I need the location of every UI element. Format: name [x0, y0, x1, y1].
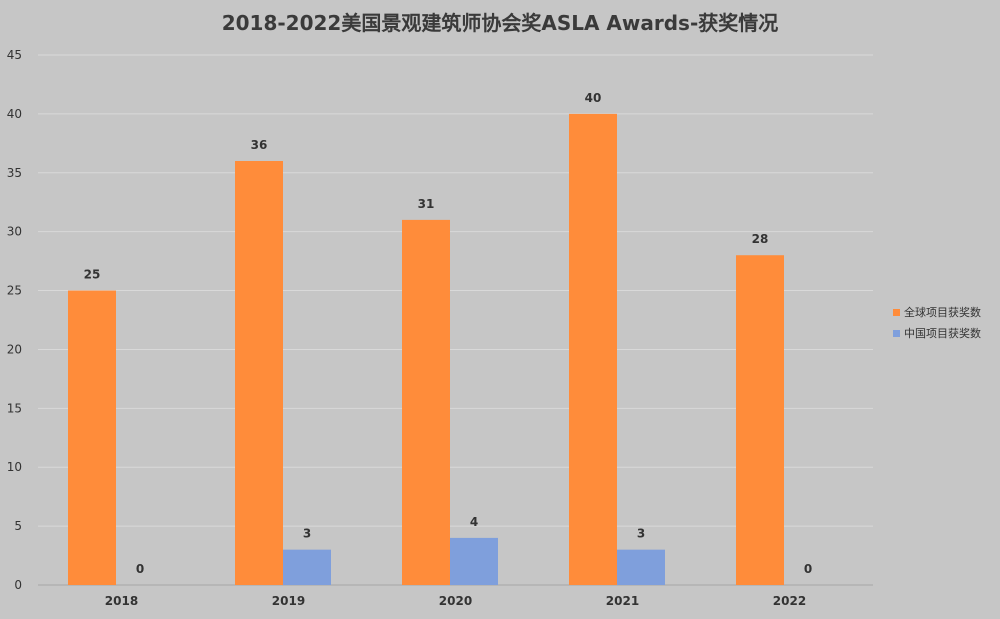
y-tick-label: 0 — [14, 578, 22, 592]
y-tick-label: 30 — [7, 225, 22, 239]
data-label: 3 — [637, 527, 645, 541]
bar-global — [235, 161, 283, 585]
y-tick-label: 35 — [7, 166, 22, 180]
bar-global — [68, 290, 116, 585]
y-tick-label: 5 — [14, 519, 22, 533]
chart-title: 2018-2022美国景观建筑师协会奖ASLA Awards-获奖情况 — [222, 11, 779, 35]
x-tick-label: 2022 — [773, 594, 806, 608]
y-tick-label: 45 — [7, 48, 22, 62]
y-tick-label: 15 — [7, 401, 22, 415]
legend-label: 中国项目获奖数 — [904, 326, 981, 340]
data-label: 0 — [136, 562, 144, 576]
x-tick-label: 2021 — [606, 594, 639, 608]
legend-swatch — [893, 330, 900, 337]
bar-global — [402, 219, 450, 585]
y-tick-label: 20 — [7, 342, 22, 356]
data-label: 25 — [84, 268, 101, 282]
data-label: 28 — [752, 232, 769, 246]
bars — [68, 113, 784, 585]
data-label: 0 — [804, 562, 812, 576]
x-tick-label: 2018 — [105, 594, 138, 608]
data-label: 36 — [251, 138, 268, 152]
data-label: 4 — [470, 515, 478, 529]
bar-global — [736, 255, 784, 585]
x-tick-label: 2019 — [272, 594, 305, 608]
y-tick-label: 10 — [7, 460, 22, 474]
bar-global — [569, 113, 617, 585]
data-labels: 25 0 36 3 31 4 40 3 28 0 — [84, 91, 813, 576]
bar-china — [617, 549, 665, 585]
y-tick-label: 40 — [7, 107, 22, 121]
legend-swatch — [893, 309, 900, 316]
data-label: 40 — [585, 91, 602, 105]
data-label: 31 — [418, 197, 435, 211]
legend-label: 全球项目获奖数 — [904, 305, 981, 319]
y-axis-ticks: 0 5 10 15 20 25 30 35 40 45 — [7, 48, 22, 592]
y-tick-label: 25 — [7, 284, 22, 298]
x-tick-label: 2020 — [439, 594, 472, 608]
data-label: 3 — [303, 527, 311, 541]
bar-china — [450, 537, 498, 585]
bar-china — [283, 549, 331, 585]
x-axis-ticks: 2018 2019 2020 2021 2022 — [105, 594, 806, 608]
gridlines — [38, 54, 873, 586]
